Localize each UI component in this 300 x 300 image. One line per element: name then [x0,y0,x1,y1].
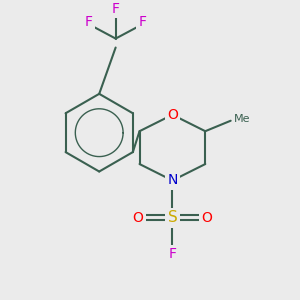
Text: O: O [167,108,178,122]
Text: F: F [112,2,120,16]
Text: O: O [201,211,212,225]
Text: F: F [85,15,93,29]
Text: S: S [167,210,177,225]
Text: F: F [139,15,146,29]
Text: N: N [167,173,178,188]
Text: F: F [168,247,176,261]
Text: Me: Me [234,114,250,124]
Text: O: O [133,211,143,225]
